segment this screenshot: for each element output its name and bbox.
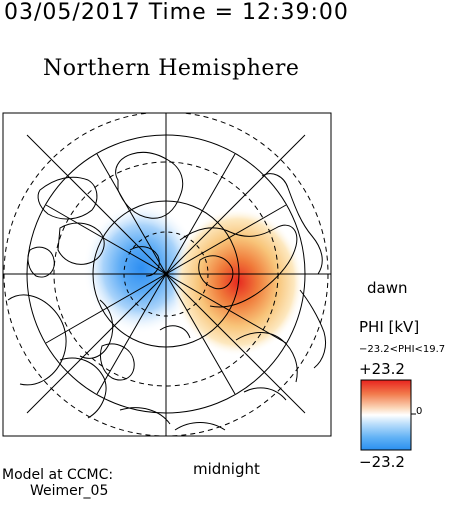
- colorbar-max-label: +23.2: [359, 360, 405, 378]
- meridian-60-2: [96, 153, 236, 395]
- plot-title: Northern Hemisphere: [43, 56, 300, 81]
- model-credit-line1: Model at CCMC:: [2, 467, 114, 483]
- negative-cell: [83, 202, 199, 334]
- colorbar-gradient: [360, 379, 412, 451]
- colorbar-range: −23.2<PHI<19.7: [359, 344, 446, 355]
- colorbar-zero-label: 0: [416, 406, 423, 417]
- colorbar-min-label: −23.2: [359, 453, 405, 471]
- timestamp: 03/05/2017 Time = 12:39:00: [4, 0, 349, 25]
- dawn-label: dawn: [367, 279, 408, 297]
- colorbar: [360, 379, 416, 451]
- plot-frame: [2, 112, 332, 437]
- midnight-label: midnight: [193, 460, 260, 478]
- positive-cell: [172, 208, 304, 356]
- potential-pattern: [83, 202, 304, 356]
- meridians: [3, 113, 331, 436]
- colorbar-title: PHI [kV]: [359, 318, 420, 336]
- model-credit-line2: Weimer_05: [30, 483, 109, 499]
